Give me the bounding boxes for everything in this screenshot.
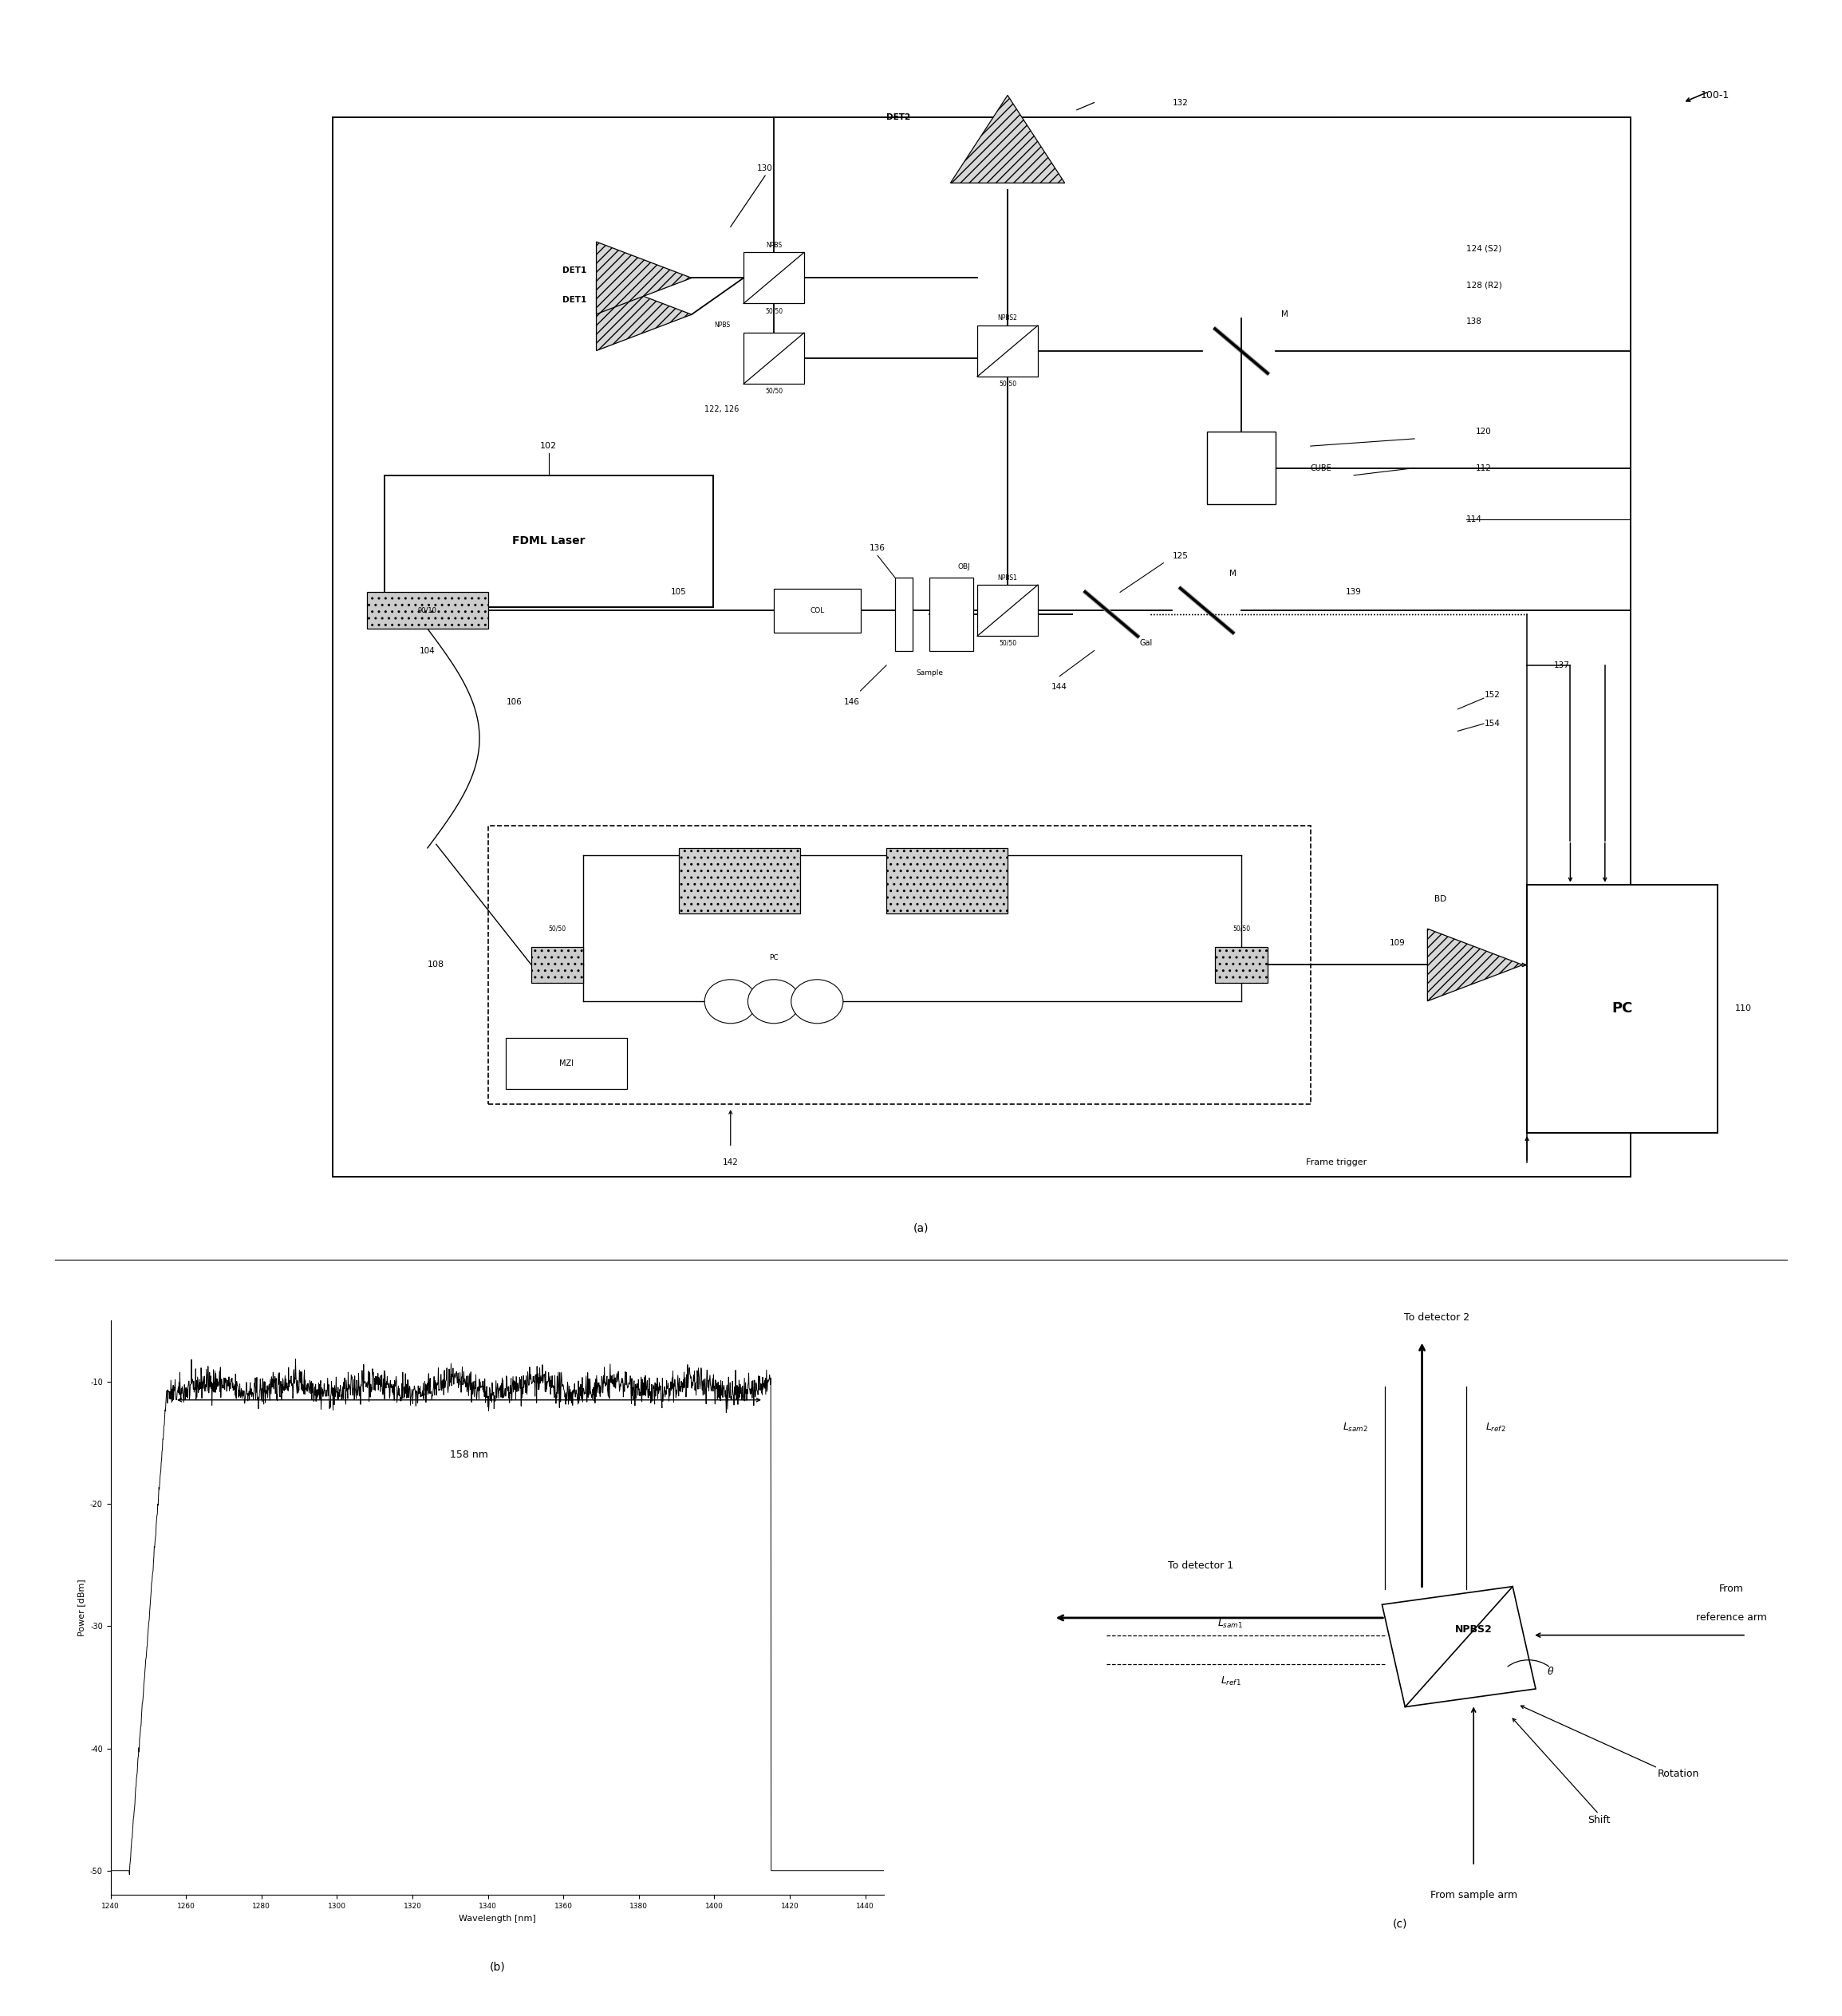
Text: From sample arm: From sample arm <box>1429 1889 1518 1901</box>
Text: 90/10: 90/10 <box>418 607 437 615</box>
Text: 136: 136 <box>869 544 886 552</box>
Text: To detector 1: To detector 1 <box>1168 1560 1234 1570</box>
Text: 130: 130 <box>757 165 774 171</box>
Bar <box>774 589 860 633</box>
Text: NPBS1: NPBS1 <box>998 575 1017 581</box>
Polygon shape <box>950 95 1065 183</box>
Text: 154: 154 <box>1485 720 1501 728</box>
Text: 109: 109 <box>1389 939 1405 948</box>
Text: 50/50: 50/50 <box>764 387 783 395</box>
Bar <box>385 476 713 607</box>
Text: To detector 2: To detector 2 <box>1404 1312 1470 1322</box>
Circle shape <box>704 980 757 1024</box>
Text: 102: 102 <box>540 442 556 450</box>
Bar <box>744 252 805 304</box>
Text: 50/50: 50/50 <box>998 639 1017 647</box>
Text: $L_{ref1}$: $L_{ref1}$ <box>1219 1675 1242 1687</box>
Text: 106: 106 <box>507 698 521 706</box>
Bar <box>978 585 1037 637</box>
Text: 104: 104 <box>420 647 435 655</box>
Bar <box>678 849 799 913</box>
Bar <box>367 593 488 629</box>
Text: DET1: DET1 <box>562 266 588 274</box>
Text: 100-1: 100-1 <box>1700 91 1730 101</box>
Text: NPBS: NPBS <box>766 242 781 248</box>
Bar <box>886 849 1008 913</box>
Text: From: From <box>1719 1585 1744 1595</box>
Bar <box>530 948 584 984</box>
Text: NPBS: NPBS <box>715 323 731 329</box>
Text: PC: PC <box>1612 1002 1632 1016</box>
X-axis label: Wavelength [nm]: Wavelength [nm] <box>459 1915 536 1923</box>
Text: M: M <box>1229 571 1236 579</box>
Text: PC: PC <box>770 954 779 962</box>
Text: 158 nm: 158 nm <box>449 1450 488 1460</box>
Polygon shape <box>1428 929 1523 1002</box>
Text: (c): (c) <box>1393 1919 1407 1929</box>
Text: 139: 139 <box>1347 589 1361 597</box>
Bar <box>1207 431 1277 504</box>
Bar <box>1527 885 1717 1133</box>
Text: OBJ: OBJ <box>958 562 971 571</box>
Bar <box>332 117 1630 1177</box>
Text: 120: 120 <box>1475 427 1492 435</box>
Text: Shift: Shift <box>1588 1814 1610 1824</box>
Bar <box>744 333 805 383</box>
Text: Sample: Sample <box>915 669 943 675</box>
Text: 125: 125 <box>1173 552 1188 560</box>
Text: θ: θ <box>1547 1667 1553 1677</box>
Circle shape <box>748 980 799 1024</box>
Text: Rotation: Rotation <box>1658 1768 1700 1778</box>
Text: (a): (a) <box>914 1222 928 1234</box>
Text: 132: 132 <box>1173 99 1188 107</box>
Text: NPBS2: NPBS2 <box>1455 1625 1492 1635</box>
Text: 50/50: 50/50 <box>998 381 1017 387</box>
Text: 144: 144 <box>1052 683 1068 691</box>
Text: reference arm: reference arm <box>1696 1613 1766 1623</box>
Polygon shape <box>597 242 691 314</box>
Circle shape <box>792 980 844 1024</box>
Text: (b): (b) <box>490 1962 505 1972</box>
Text: $L_{sam1}$: $L_{sam1}$ <box>1218 1617 1243 1629</box>
Text: FDML Laser: FDML Laser <box>512 536 586 546</box>
Bar <box>930 577 973 651</box>
Text: 112: 112 <box>1475 464 1492 472</box>
Bar <box>505 1038 626 1089</box>
Text: 50/50: 50/50 <box>1232 925 1251 931</box>
Y-axis label: Power [dBm]: Power [dBm] <box>77 1579 87 1637</box>
Text: 138: 138 <box>1466 319 1483 327</box>
Text: COL: COL <box>810 607 825 615</box>
Text: MZI: MZI <box>558 1060 573 1068</box>
Text: DET2: DET2 <box>886 113 910 121</box>
Text: DET1: DET1 <box>562 296 588 304</box>
Bar <box>488 827 1310 1105</box>
Text: M: M <box>1280 310 1288 319</box>
Text: 128 (R2): 128 (R2) <box>1466 282 1503 288</box>
Text: 50/50: 50/50 <box>549 925 565 931</box>
Bar <box>978 325 1037 377</box>
Text: BD: BD <box>1435 895 1446 903</box>
Text: 146: 146 <box>844 698 860 706</box>
Bar <box>1216 948 1267 984</box>
Text: 108: 108 <box>427 962 444 970</box>
Text: 114: 114 <box>1466 516 1483 522</box>
Polygon shape <box>597 278 691 351</box>
Text: $L_{sam2}$: $L_{sam2}$ <box>1343 1421 1369 1433</box>
Text: 110: 110 <box>1735 1004 1752 1012</box>
Text: Gal: Gal <box>1140 639 1153 647</box>
Text: 142: 142 <box>722 1159 739 1165</box>
Text: 105: 105 <box>670 589 687 597</box>
Polygon shape <box>1382 1587 1536 1708</box>
Text: $L_{ref2}$: $L_{ref2}$ <box>1485 1421 1507 1433</box>
Bar <box>895 577 912 651</box>
Text: CUBE: CUBE <box>1310 464 1332 472</box>
Text: 137: 137 <box>1553 661 1569 669</box>
Text: 122, 126: 122, 126 <box>705 405 739 413</box>
Text: 50/50: 50/50 <box>764 306 783 314</box>
Text: Frame trigger: Frame trigger <box>1306 1159 1367 1165</box>
Text: 152: 152 <box>1485 691 1501 698</box>
Text: 124 (S2): 124 (S2) <box>1466 244 1501 252</box>
Text: NPBS2: NPBS2 <box>998 314 1017 323</box>
